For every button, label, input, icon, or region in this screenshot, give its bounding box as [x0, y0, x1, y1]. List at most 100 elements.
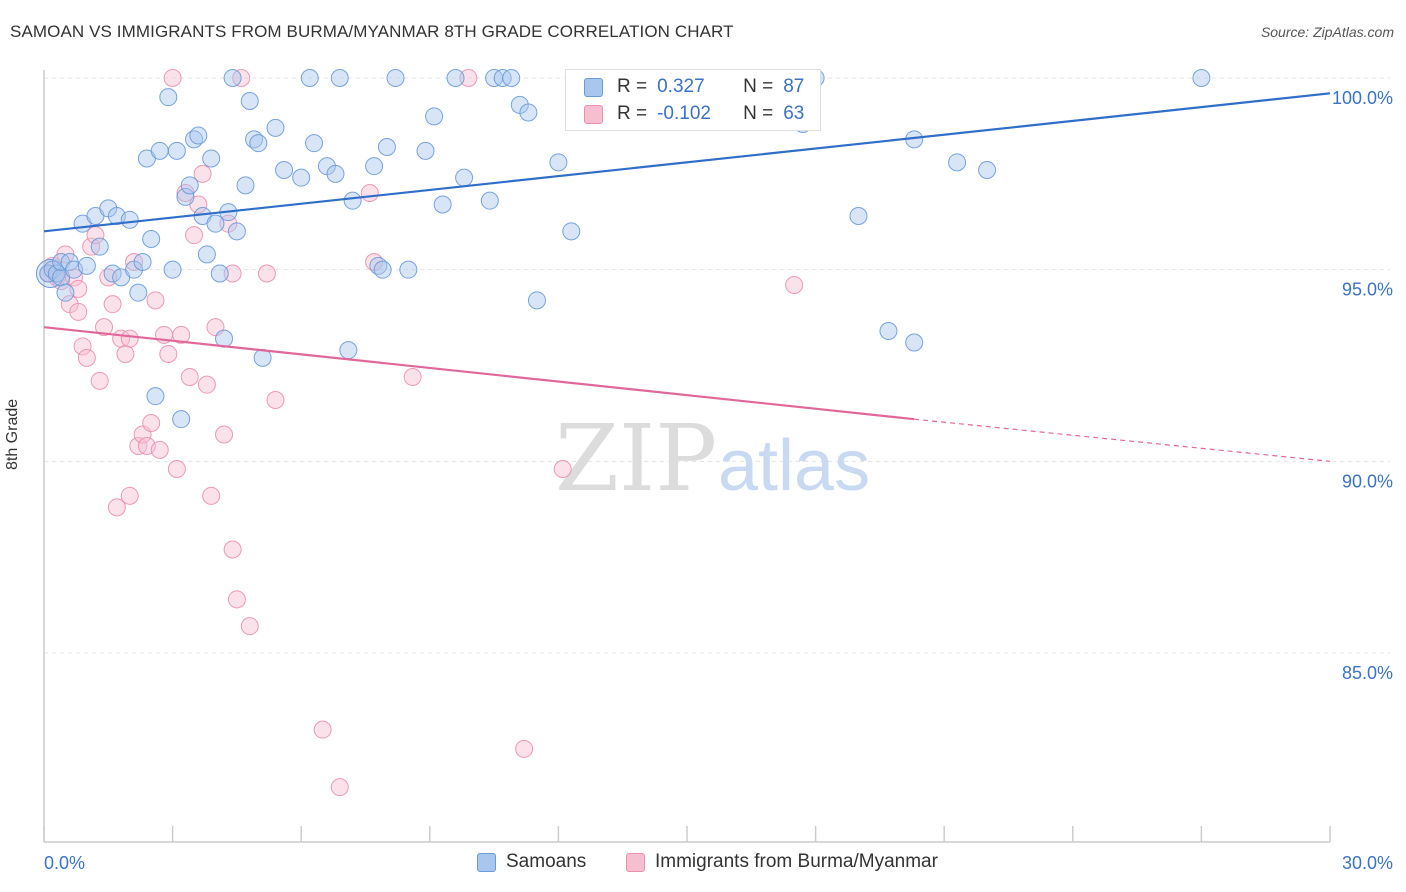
legend-label-samoans: Samoans [506, 851, 587, 872]
samoans-point [129, 283, 148, 302]
samoans-point [502, 69, 521, 87]
samoans-point [849, 207, 868, 225]
samoans-point [948, 153, 967, 172]
burma-point [785, 276, 804, 294]
samoans-point [300, 69, 319, 87]
samoans-point [519, 103, 538, 122]
legend-swatch-pink [626, 852, 645, 872]
x-tick-label: 30.0% [1342, 853, 1393, 873]
samoans-point [240, 92, 259, 110]
y-tick-label: 95.0% [1342, 280, 1393, 300]
burma-trendline [43, 326, 915, 421]
samoans-point [120, 210, 139, 229]
samoans-point [90, 237, 109, 256]
samoans-point [480, 191, 499, 210]
samoans-point [227, 222, 246, 241]
samoans-point [150, 141, 169, 160]
samoans-point [167, 141, 186, 160]
samoans-point [176, 187, 195, 206]
samoans-point [275, 161, 294, 179]
watermark: ZIP atlas [555, 405, 870, 512]
y-tick-label: 100.0% [1332, 88, 1393, 108]
burma-point [142, 414, 161, 432]
samoans-point [446, 69, 465, 87]
burma-point [257, 264, 276, 283]
samoans-point [416, 141, 435, 160]
samoans-point [172, 410, 191, 429]
burma-point [553, 460, 572, 478]
burma-point [266, 391, 285, 409]
burma-point [403, 368, 422, 386]
axes [43, 70, 1331, 843]
legend-swatch-pink [584, 104, 603, 124]
legend-row-burma: R = -0.102 N = 63 [584, 101, 804, 127]
chart-title: SAMOAN VS IMMIGRANTS FROM BURMA/MYANMAR … [10, 22, 734, 41]
samoans-point [330, 69, 349, 87]
y-axis-label: 8th Grade [4, 398, 21, 470]
burma-point [313, 720, 332, 739]
samoans-point [978, 161, 997, 179]
samoans-point [180, 176, 199, 195]
samoans-point [399, 260, 418, 279]
samoans-point [163, 260, 182, 279]
burma-point [95, 318, 114, 337]
samoans-point [236, 176, 255, 195]
burma-point [107, 498, 126, 517]
samoans-point [189, 126, 208, 145]
legend-r-value: 0.327 [657, 76, 705, 97]
samoans-point [197, 245, 216, 264]
samoans-point [562, 222, 581, 241]
y-tick-label: 90.0% [1342, 471, 1393, 491]
samoans-point [210, 264, 229, 283]
legend-n-label: N = [743, 103, 774, 124]
samoans-point [527, 291, 546, 310]
samoans-point [266, 118, 285, 137]
burma-point [150, 440, 169, 459]
samoans-point [386, 69, 405, 87]
burma-point [116, 345, 135, 363]
burma-point [459, 69, 478, 87]
samoans-point [206, 214, 225, 233]
legend-n-value: 63 [783, 103, 805, 124]
samoans-point [905, 333, 924, 352]
burma-point [330, 778, 349, 797]
legend-item-burma[interactable]: Immigrants from Burma/Myanmar [626, 851, 938, 873]
burma-point [73, 337, 92, 356]
samoans-point [455, 168, 474, 187]
burma-point [185, 226, 204, 245]
grid-lines [44, 77, 1390, 654]
series-burma-points [39, 69, 804, 797]
burma-point [197, 375, 216, 394]
legend-swatch-blue [584, 77, 603, 97]
samoans-point [365, 157, 384, 176]
samoans-point [433, 195, 452, 214]
legend-item-samoans[interactable]: Samoans [477, 851, 586, 873]
burma-point [90, 371, 109, 390]
samoans-point [326, 164, 345, 183]
legend-r-label: R = [617, 103, 648, 124]
burma-point [202, 486, 221, 505]
samoans-point [292, 168, 311, 187]
watermark-atlas: atlas [718, 426, 870, 506]
burma-point [120, 329, 139, 348]
burma-point [69, 302, 88, 321]
legend-r-label: R = [617, 76, 648, 97]
legend-row-samoans: R = 0.327 N = 87 [584, 74, 804, 100]
burma-point [172, 325, 191, 344]
x-tick-label: 0.0% [44, 853, 85, 873]
burma-point [223, 264, 242, 283]
samoans-point [879, 322, 898, 340]
samoans-point [142, 230, 161, 248]
samoans-point [249, 134, 268, 153]
samoans-point [103, 264, 122, 283]
tick-labels: 85.0% 90.0% 95.0% 100.0% 0.0% 30.0% [44, 88, 1393, 873]
samoans-point [339, 341, 358, 360]
burma-point [215, 425, 234, 444]
burma-point [193, 164, 212, 183]
samoans-point [373, 260, 392, 279]
burma-point [163, 69, 182, 87]
samoans-point [1192, 69, 1211, 87]
trendlines [43, 92, 1331, 462]
series-legend: Samoans Immigrants from Burma/Myanmar [0, 851, 1406, 879]
